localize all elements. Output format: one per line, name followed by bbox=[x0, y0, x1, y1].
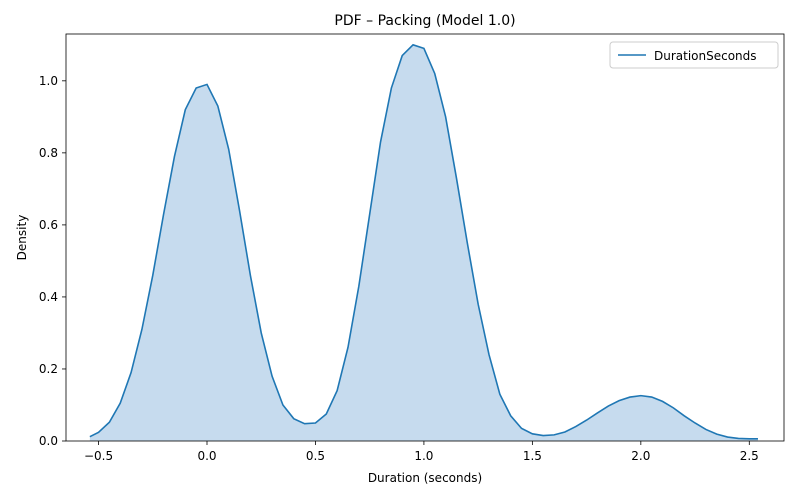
y-tick-label: 0.4 bbox=[39, 290, 58, 304]
x-tick-label: 2.0 bbox=[631, 449, 650, 463]
x-axis: −0.5 0.0 0.5 1.0 1.5 2.0 2.5 bbox=[84, 441, 759, 463]
y-tick-label: 0.0 bbox=[39, 434, 58, 448]
legend-box bbox=[609, 41, 779, 69]
density-area-fill bbox=[89, 44, 758, 442]
x-tick-label: 2.5 bbox=[740, 449, 759, 463]
legend-label: DurationSeconds bbox=[654, 49, 757, 63]
y-tick-label: 1.0 bbox=[39, 74, 58, 88]
x-tick-label: 0.0 bbox=[197, 449, 216, 463]
x-axis-label: Duration (seconds) bbox=[368, 471, 482, 485]
legend: DurationSeconds bbox=[609, 41, 779, 69]
x-tick-label: 1.5 bbox=[523, 449, 542, 463]
y-axis: 0.0 0.2 0.4 0.6 0.8 1.0 bbox=[39, 74, 66, 448]
x-tick-label: 1.0 bbox=[414, 449, 433, 463]
x-tick-label: −0.5 bbox=[84, 449, 113, 463]
y-tick-label: 0.8 bbox=[39, 146, 58, 160]
density-line bbox=[89, 43, 758, 440]
x-tick-label: 0.5 bbox=[306, 449, 325, 463]
plot-area bbox=[65, 33, 785, 442]
y-tick-label: 0.2 bbox=[39, 362, 58, 376]
chart-title: PDF – Packing (Model 1.0) bbox=[334, 13, 515, 29]
y-axis-label: Density bbox=[15, 215, 29, 261]
plot-frame bbox=[65, 33, 785, 442]
y-tick-label: 0.6 bbox=[39, 218, 58, 232]
